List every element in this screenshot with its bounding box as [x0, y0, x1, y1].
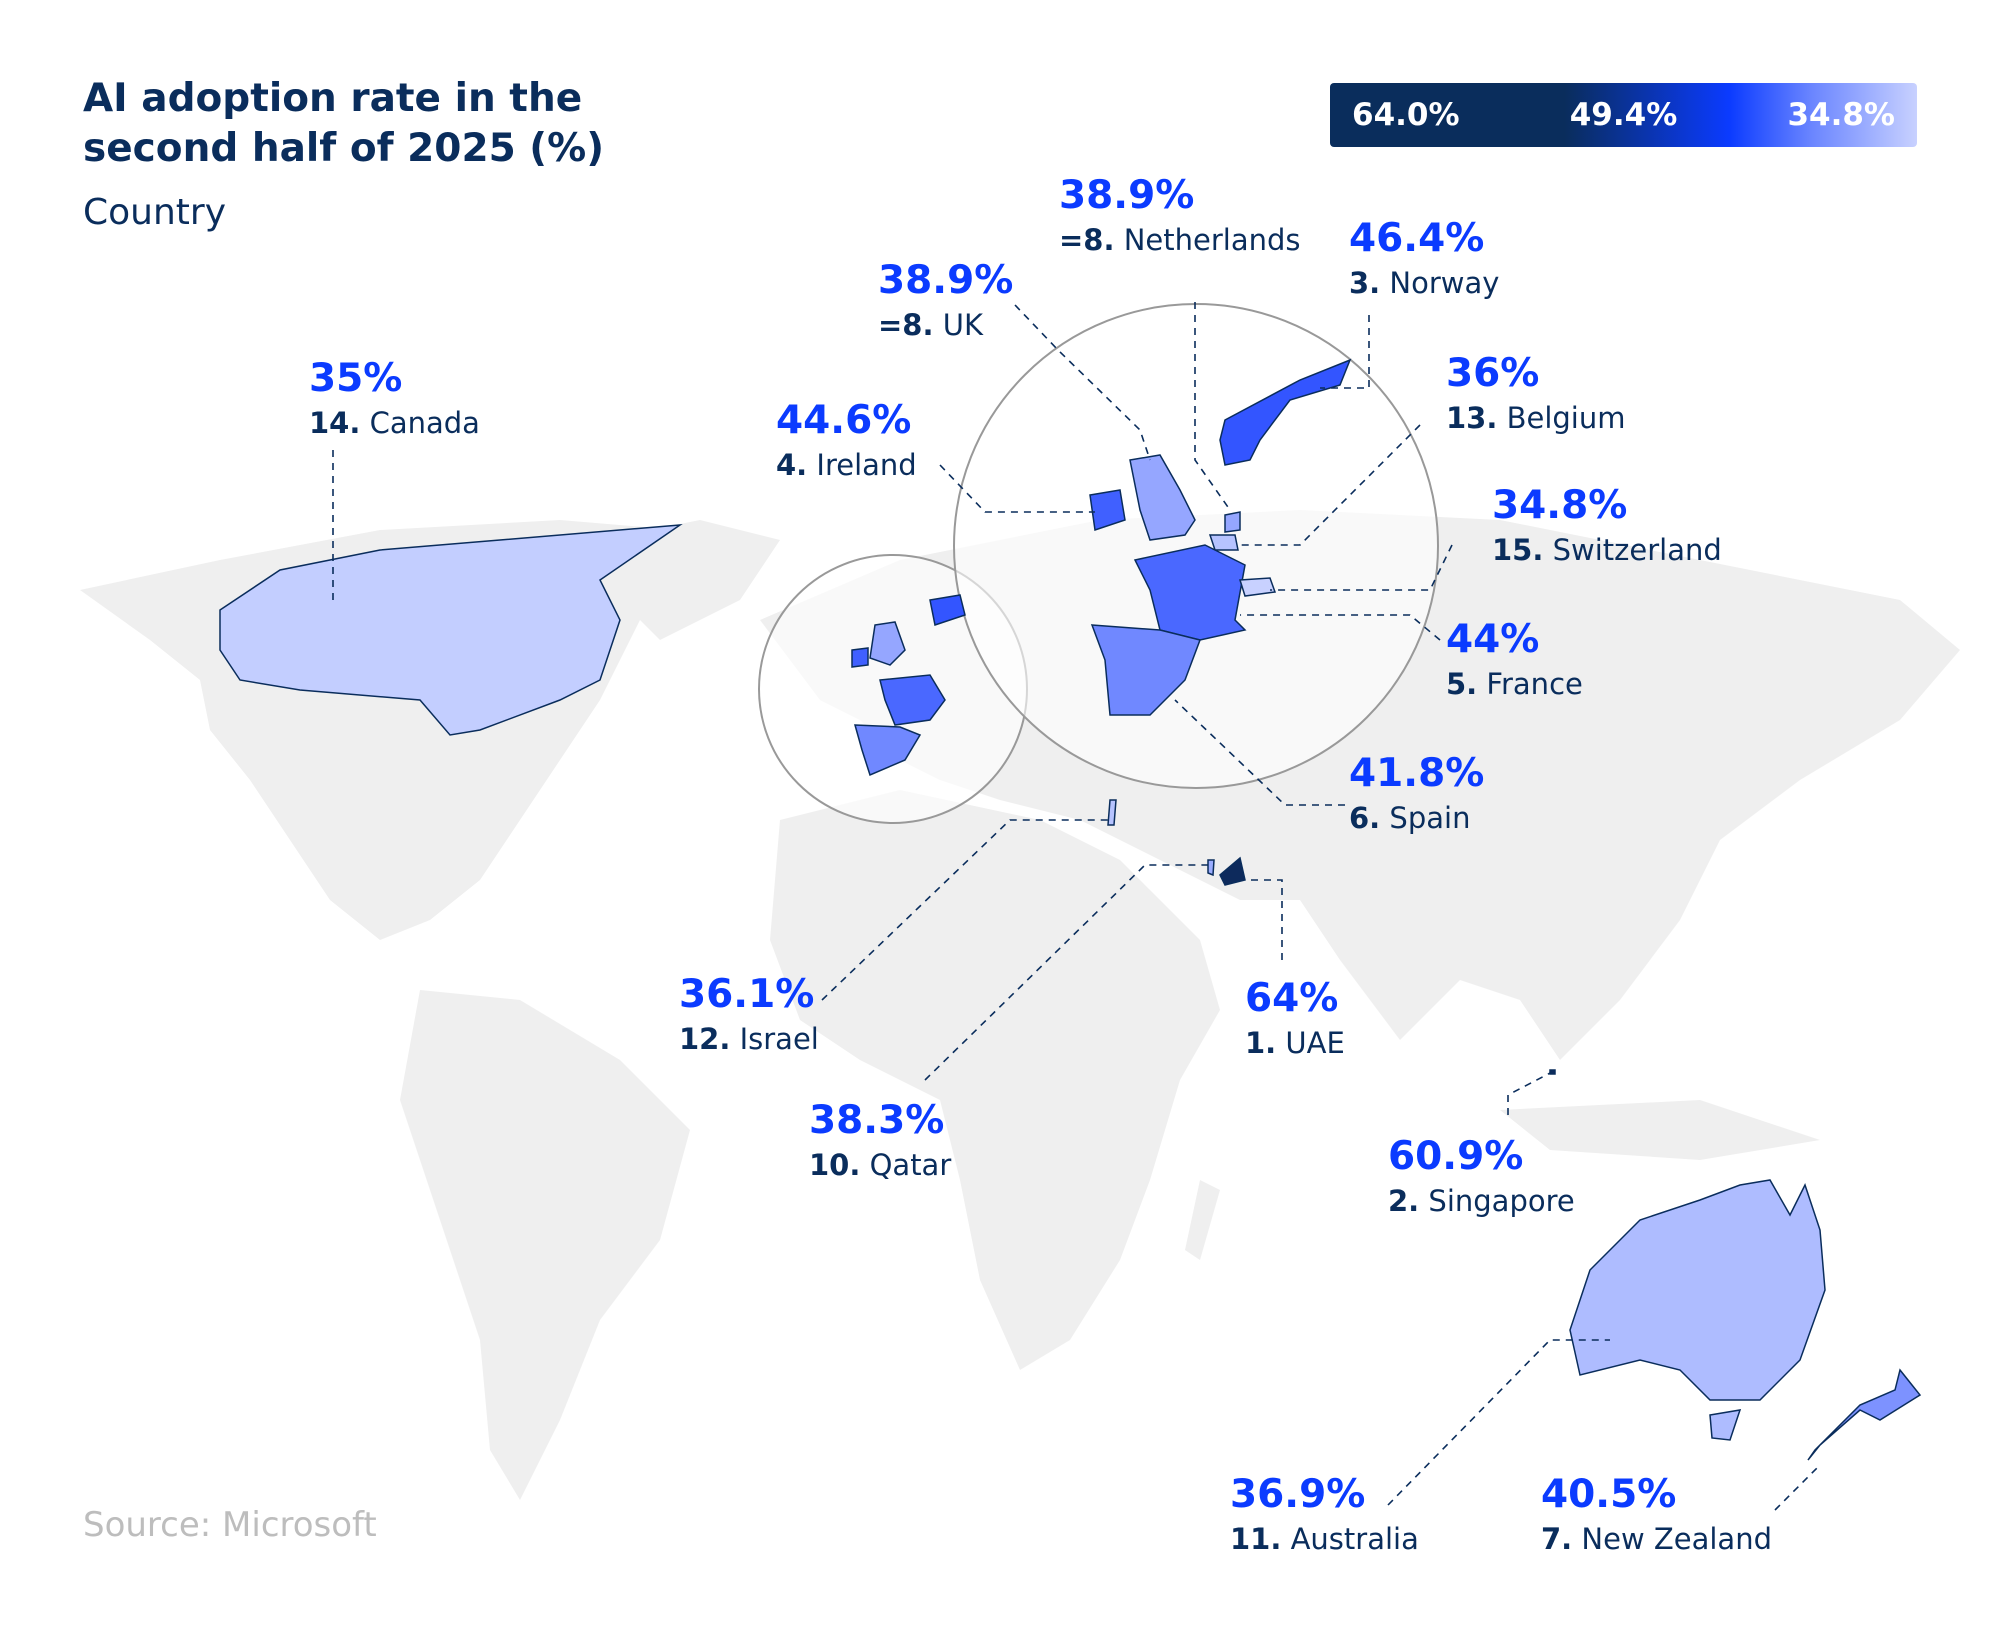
leader-uae	[1245, 879, 1283, 960]
value: 40.5%	[1541, 1472, 1677, 1517]
countries	[219, 358, 1922, 1461]
country-australia-tasmania	[1709, 1409, 1742, 1441]
legend-min: 34.8%	[1787, 97, 1895, 133]
leader-ireland	[939, 464, 1095, 513]
country-name: 4. Ireland	[776, 448, 917, 482]
indonesia-land	[1500, 1100, 1820, 1160]
chart-title: AI adoption rate in the second half of 2…	[83, 76, 605, 171]
value: 36.1%	[679, 972, 815, 1017]
label-israel: 36.1% 12. Israel	[679, 971, 819, 1059]
country-israel	[1107, 799, 1117, 826]
label-france: 44% 5. France	[1446, 616, 1583, 704]
leader-norway	[1320, 315, 1370, 389]
country-name: 13. Belgium	[1446, 401, 1626, 435]
label-uk: 38.9% =8. UK	[878, 257, 1013, 345]
south-america-land	[400, 990, 690, 1500]
country-name: 3. Norway	[1349, 266, 1500, 300]
chart-subtitle: Country	[83, 192, 227, 233]
color-legend: 64.0% 49.4% 34.8%	[1330, 83, 1917, 147]
country-canada	[219, 524, 683, 736]
leader-uk	[1014, 304, 1151, 461]
leader-spain	[1174, 699, 1345, 806]
legend-max: 64.0%	[1352, 97, 1460, 133]
value: 36%	[1446, 351, 1540, 396]
small-circle-europe-uk	[869, 621, 906, 666]
label-australia: 36.9% 11. Australia	[1230, 1471, 1419, 1559]
small-circle-europe-ireland	[851, 647, 869, 668]
value: 38.3%	[809, 1098, 945, 1143]
legend-mid: 49.4%	[1569, 97, 1678, 133]
leader-belgium	[1240, 424, 1421, 546]
label-uae: 64% 1. UAE	[1245, 975, 1345, 1063]
country-uae	[1219, 856, 1246, 886]
leader-singapore	[1507, 1071, 1553, 1115]
country-netherlands	[1224, 511, 1241, 533]
country-name: 6. Spain	[1349, 801, 1471, 835]
country-norway	[1219, 358, 1352, 466]
africa-land	[770, 790, 1220, 1370]
leader-lines	[332, 302, 1821, 1511]
country-uk	[1129, 454, 1196, 541]
label-norway: 46.4% 3. Norway	[1349, 215, 1499, 303]
value: 46.4%	[1349, 216, 1485, 261]
country-name: 10. Qatar	[809, 1148, 952, 1182]
value: 38.9%	[878, 258, 1014, 303]
label-belgium: 36% 13. Belgium	[1446, 350, 1625, 438]
country-australia	[1569, 1179, 1826, 1401]
country-name: 11. Australia	[1230, 1522, 1419, 1556]
source-note: Source: Microsoft	[83, 1505, 377, 1545]
leader-new-zealand	[1774, 1464, 1821, 1511]
country-name: =8. UK	[878, 308, 983, 342]
label-ireland: 44.6% 4. Ireland	[776, 397, 917, 485]
label-singapore: 60.9% 2. Singapore	[1388, 1133, 1575, 1221]
label-canada: 35% 14. Canada	[309, 355, 480, 443]
leader-netherlands	[1194, 302, 1231, 511]
small-circle-europe-france	[879, 674, 946, 726]
greenland-land	[600, 520, 780, 640]
label-switzerland: 34.8% 15. Switzerland	[1492, 482, 1722, 570]
country-spain	[1090, 624, 1201, 716]
country-name: 7. New Zealand	[1541, 1522, 1772, 1556]
small-circle-europe-spain	[853, 724, 922, 777]
value: 60.9%	[1388, 1134, 1524, 1179]
leader-switzerland	[1270, 544, 1453, 591]
small-circle-europe-norway	[929, 594, 966, 626]
country-name: =8. Netherlands	[1059, 223, 1301, 257]
value: 36.9%	[1230, 1472, 1366, 1517]
country-belgium	[1208, 534, 1239, 551]
label-new-zealand: 40.5% 7. New Zealand	[1541, 1471, 1772, 1559]
country-name: 14. Canada	[309, 406, 480, 440]
value: 44.6%	[776, 398, 912, 443]
country-name: 2. Singapore	[1388, 1184, 1575, 1218]
label-qatar: 38.3% 10. Qatar	[809, 1097, 951, 1185]
country-name: 12. Israel	[679, 1022, 819, 1056]
value: 38.9%	[1059, 173, 1195, 218]
value: 35%	[309, 356, 403, 401]
value: 44%	[1446, 617, 1540, 662]
label-spain: 41.8% 6. Spain	[1349, 750, 1484, 838]
madagascar-land	[1185, 1180, 1220, 1260]
country-name: 5. France	[1446, 667, 1583, 701]
country-france	[1133, 544, 1247, 641]
country-qatar	[1207, 859, 1215, 877]
country-name: 15. Switzerland	[1492, 533, 1722, 567]
europe-zoom-circle	[953, 303, 1439, 789]
value: 41.8%	[1349, 751, 1485, 796]
leader-france	[1240, 614, 1441, 641]
value: 34.8%	[1492, 483, 1628, 528]
country-new-zealand	[1807, 1368, 1922, 1461]
country-name: 1. UAE	[1245, 1026, 1345, 1060]
country-switzerland	[1239, 577, 1277, 597]
leader-israel	[821, 819, 1110, 1001]
country-ireland	[1089, 489, 1126, 531]
label-netherlands: 38.9% =8. Netherlands	[1059, 172, 1301, 260]
value: 64%	[1245, 976, 1339, 1021]
